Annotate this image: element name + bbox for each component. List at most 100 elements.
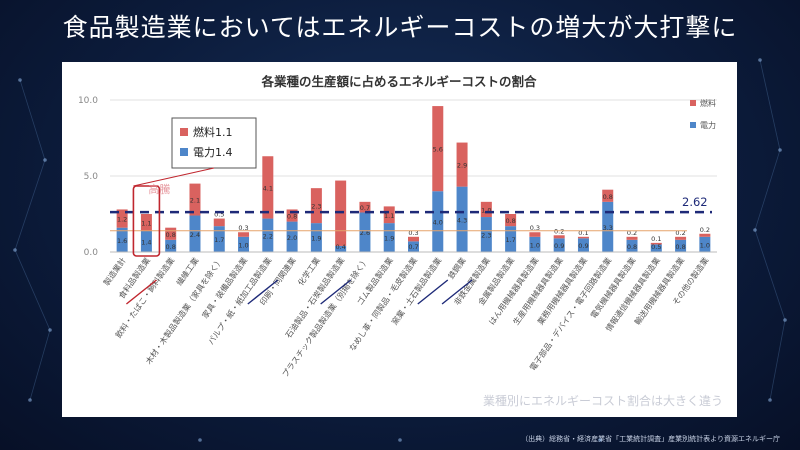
network-line: [19, 79, 46, 161]
bar-fuel: [675, 236, 687, 240]
bar-electricity: [505, 226, 517, 252]
bar-fuel: [213, 218, 225, 227]
bar-electricity: [602, 201, 614, 252]
network-node: [43, 158, 47, 162]
bar-fuel: [116, 209, 128, 228]
data-label-fuel: 5.6: [433, 146, 443, 154]
category-label: 繊維工業: [174, 255, 201, 287]
bar-fuel: [699, 233, 711, 237]
bar-fuel: [262, 156, 274, 219]
data-label-electricity: 4.0: [433, 219, 443, 227]
chart-title: 各業種の生産額に占めるエネルギーコストの割合: [260, 74, 537, 89]
food-underline: [125, 279, 157, 305]
bar-fuel: [529, 232, 541, 237]
bar-electricity: [408, 241, 419, 252]
data-label-electricity: 3.3: [603, 224, 613, 232]
legend-swatch-electricity: [690, 122, 696, 128]
bar-fuel: [140, 214, 152, 231]
data-label-fuel: 0.2: [554, 227, 564, 235]
data-label-electricity: 0.8: [675, 243, 685, 251]
bar-electricity: [262, 218, 274, 252]
data-label-electricity: 2.6: [360, 229, 370, 237]
data-label-fuel: 0.8: [166, 231, 176, 239]
bar-electricity: [432, 191, 444, 252]
bar-fuel: [238, 232, 250, 237]
data-label-electricity: 0.9: [578, 242, 588, 250]
network-node: [398, 438, 402, 442]
data-label-electricity: 0.5: [651, 243, 661, 251]
network-node: [18, 78, 22, 82]
bar-fuel: [359, 201, 371, 213]
data-label-fuel: 0.3: [530, 224, 540, 232]
data-label-electricity: 2.3: [481, 232, 491, 240]
data-label-electricity: 1.9: [311, 235, 321, 243]
data-label-fuel: 2.9: [457, 162, 467, 170]
network-line: [759, 59, 781, 151]
bar-electricity: [577, 238, 589, 252]
data-label-fuel: 0.5: [214, 211, 224, 219]
category-underline: [441, 279, 473, 305]
data-label-electricity: 1.0: [700, 241, 710, 249]
category-label: 化学工業: [295, 255, 322, 287]
bar-fuel: [577, 236, 589, 239]
energy-cost-chart: 各業種の生産額に占めるエネルギーコストの割合 0.0 5.0 10.0 1.6 1.2 1.…: [78, 74, 723, 408]
data-label-fuel: 0.3: [408, 229, 418, 237]
data-label-fuel: 0.1: [578, 229, 588, 237]
data-label-electricity: 1.4: [141, 238, 151, 246]
network-line: [754, 229, 786, 321]
data-label-fuel: 0.2: [627, 229, 637, 237]
legend-label-electricity: 電力: [700, 120, 716, 130]
bar-electricity: [675, 239, 687, 252]
data-label-electricity: 1.6: [117, 237, 127, 245]
chart-caption: 業種別にエネルギーコスト割合は大きく違う: [483, 393, 723, 408]
data-label-electricity: 1.0: [530, 241, 540, 249]
bar-electricity: [165, 239, 177, 252]
category-underline: [320, 279, 352, 305]
bar-fuel: [383, 206, 395, 224]
data-label-fuel: 0.8: [287, 213, 297, 221]
network-node: [758, 58, 762, 62]
data-label-fuel: 0.8: [505, 217, 515, 225]
y-tick-label: 10.0: [78, 96, 98, 106]
data-label-electricity: 1.0: [238, 241, 248, 249]
network-line: [29, 329, 51, 401]
bar-fuel: [189, 183, 201, 216]
bar-electricity: [335, 245, 347, 252]
bar-fuel: [408, 236, 419, 242]
network-line: [754, 149, 781, 231]
category-label: 電気機械器具製造業: [588, 255, 637, 320]
source-note: （出典）総務省・経済産業省「工業統計調査」産業別統計表より資源エネルギー庁: [521, 435, 780, 443]
data-label-fuel: 4.1: [263, 184, 273, 192]
category-label: 鉄鋼業: [446, 255, 468, 280]
category-underline: [417, 279, 449, 305]
callout-electricity-text: 電力1.4: [193, 146, 233, 159]
bar-electricity: [699, 236, 711, 252]
data-label-fuel: 1.1: [384, 212, 394, 220]
data-label-fuel: 0.1: [651, 235, 661, 243]
highlight-label: 高騰: [148, 182, 170, 196]
bar-electricity: [383, 223, 395, 252]
network-node: [768, 398, 772, 402]
data-label-fuel: 1.1: [141, 219, 151, 227]
network-line: [769, 319, 786, 401]
bar-fuel: [456, 142, 468, 187]
bar-electricity: [238, 236, 250, 252]
data-label-fuel: 1.0: [481, 206, 491, 214]
data-label-fuel: 1.2: [117, 216, 127, 224]
bar-fuel: [480, 201, 492, 218]
callout-connector: [133, 167, 215, 187]
category-underline: [247, 279, 279, 305]
data-label-electricity: 0.7: [408, 243, 418, 251]
network-node: [778, 148, 782, 152]
bar-electricity: [213, 226, 225, 252]
y-tick-label: 0.0: [84, 248, 99, 258]
data-label-fuel: 0.8: [603, 193, 613, 201]
bar-electricity: [529, 236, 541, 252]
category-label: 家具・装備品製造業: [200, 255, 249, 320]
data-label-fuel: 0.2: [675, 229, 685, 237]
bar-electricity: [310, 223, 322, 252]
network-node: [783, 318, 787, 322]
bar-electricity: [286, 221, 298, 252]
network-line: [14, 249, 51, 331]
bar-fuel: [505, 214, 517, 227]
